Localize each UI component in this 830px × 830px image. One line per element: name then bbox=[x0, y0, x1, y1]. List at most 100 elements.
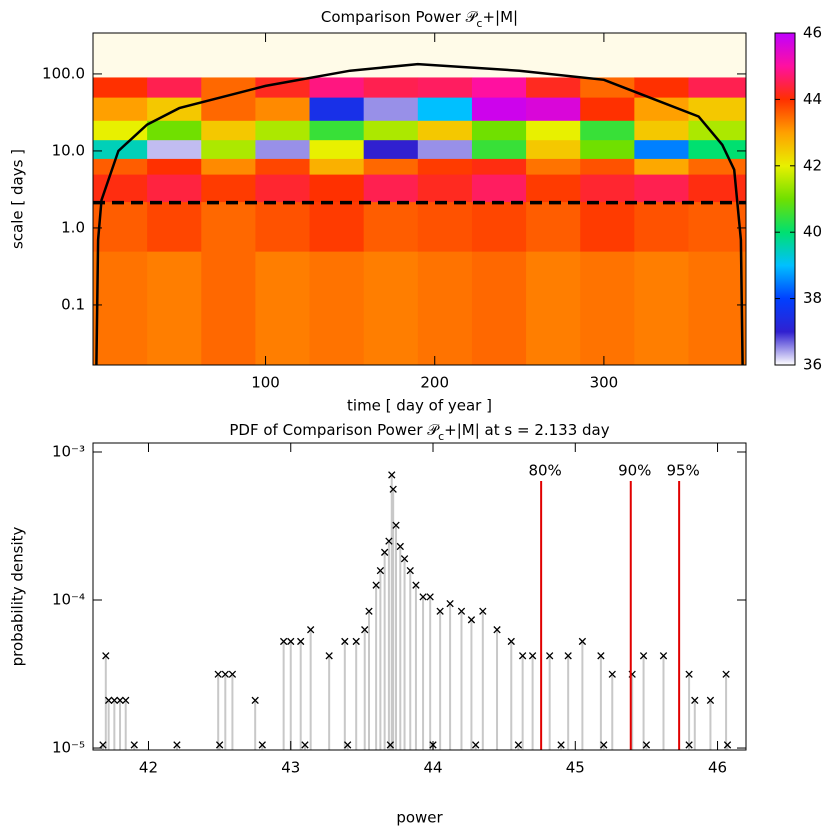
heatmap-cell bbox=[634, 201, 689, 252]
heatmap-cell bbox=[309, 251, 365, 366]
heatmap-cell bbox=[309, 174, 365, 203]
heatmap-cell bbox=[634, 251, 689, 366]
colorbar-tick-label: 44 bbox=[803, 90, 822, 108]
point-marker bbox=[99, 741, 107, 749]
heatmap-cell bbox=[309, 139, 365, 159]
heatmap-cell bbox=[201, 120, 256, 141]
heatmap-cell bbox=[688, 120, 747, 141]
title-subscript: c bbox=[438, 430, 444, 443]
x-tick-label: 46 bbox=[708, 759, 727, 777]
heatmap-cell bbox=[309, 97, 365, 121]
heatmap-cell bbox=[471, 201, 527, 252]
point-marker bbox=[279, 637, 288, 646]
x-tick-label: 200 bbox=[420, 374, 449, 392]
heatmap-cell bbox=[580, 139, 635, 159]
title-subscript: c bbox=[476, 17, 482, 30]
point-marker bbox=[365, 607, 373, 615]
heatmap-cell bbox=[201, 174, 256, 203]
x-tick-label: 44 bbox=[423, 759, 442, 777]
colorbar-tick-label: 38 bbox=[803, 289, 822, 307]
point-marker bbox=[467, 616, 476, 624]
heatmap-cell bbox=[255, 201, 311, 252]
point-marker bbox=[287, 637, 295, 646]
heatmap-cell bbox=[526, 201, 581, 252]
point-marker bbox=[104, 696, 113, 705]
x-tick-label: 45 bbox=[566, 759, 585, 777]
heatmap-cell bbox=[471, 97, 527, 121]
heatmap-cell bbox=[417, 120, 473, 141]
heatmap-cell bbox=[580, 120, 635, 141]
point-marker bbox=[389, 485, 397, 493]
heatmap-cell bbox=[580, 251, 635, 366]
point-marker bbox=[258, 741, 266, 749]
heatmap-cell bbox=[147, 120, 202, 141]
heatmap-cell bbox=[255, 158, 311, 175]
chart-title: Comparison Power 𝒫c+|M| bbox=[321, 8, 518, 30]
heatmap-cell bbox=[147, 77, 202, 98]
heatmap-cell bbox=[417, 174, 473, 203]
heatmap-cell bbox=[147, 139, 202, 159]
heatmap-cell bbox=[688, 158, 747, 175]
heatmap-cell bbox=[93, 97, 148, 121]
heatmap-cell bbox=[580, 97, 635, 121]
point-marker bbox=[341, 637, 349, 646]
heatmap-cell bbox=[363, 251, 419, 366]
point-marker bbox=[722, 670, 730, 678]
heatmap-cell bbox=[471, 120, 527, 141]
heatmap-cell bbox=[580, 201, 635, 252]
point-marker bbox=[639, 652, 648, 660]
colorbar bbox=[774, 32, 796, 366]
heatmap-cell bbox=[201, 139, 256, 159]
title-main: PDF of Comparison Power 𝒫 bbox=[229, 421, 440, 439]
heatmap-cell bbox=[201, 201, 256, 252]
y-tick-label: 10.0 bbox=[52, 141, 85, 159]
heatmap-cell bbox=[471, 77, 527, 98]
point-marker bbox=[110, 696, 118, 705]
heatmap-cell bbox=[688, 251, 747, 366]
cone-of-influence bbox=[95, 62, 744, 366]
heatmap-cell bbox=[688, 139, 747, 159]
y-tick-label: 10⁻⁴ bbox=[52, 591, 85, 609]
point-marker bbox=[372, 581, 380, 589]
x-tick-label: 42 bbox=[139, 759, 158, 777]
heatmap-cell bbox=[93, 201, 148, 252]
x-axis-label: power bbox=[396, 809, 443, 827]
point-marker bbox=[472, 741, 480, 749]
heatmap-cell bbox=[93, 158, 148, 175]
point-marker bbox=[307, 626, 315, 634]
y-tick-label: 100.0 bbox=[42, 64, 85, 82]
colorbar-tick-label: 36 bbox=[803, 356, 822, 374]
point-marker bbox=[130, 741, 138, 749]
point-marker bbox=[215, 741, 224, 749]
point-marker bbox=[412, 581, 420, 589]
point-marker bbox=[608, 670, 616, 678]
point-marker bbox=[528, 652, 537, 660]
point-marker bbox=[301, 741, 309, 749]
point-marker bbox=[597, 652, 605, 660]
heatmap-cell bbox=[417, 158, 473, 175]
point-marker bbox=[400, 555, 409, 563]
heatmap-cell bbox=[526, 120, 581, 141]
heatmap-cell bbox=[201, 251, 256, 366]
point-marker bbox=[514, 741, 523, 749]
heatmap-cell bbox=[147, 201, 202, 252]
heatmap-cell bbox=[363, 174, 419, 203]
heatmap-cell bbox=[634, 174, 689, 203]
point-marker bbox=[691, 696, 699, 705]
plot-frame bbox=[92, 32, 747, 366]
heatmap-cell bbox=[526, 158, 581, 175]
title-suffix: +|M| at s = 2.133 day bbox=[444, 421, 610, 439]
point-marker bbox=[493, 626, 501, 634]
point-marker bbox=[396, 542, 404, 551]
threshold-label: 95% bbox=[666, 462, 699, 480]
point-marker bbox=[507, 637, 515, 646]
heatmap-cell bbox=[309, 120, 365, 141]
heatmap-cell bbox=[255, 120, 311, 141]
heatmap-cell bbox=[363, 97, 419, 121]
heatmap-cell bbox=[634, 120, 689, 141]
point-marker bbox=[706, 696, 715, 705]
plot-frame bbox=[92, 442, 747, 751]
heatmap-cell bbox=[634, 97, 689, 121]
